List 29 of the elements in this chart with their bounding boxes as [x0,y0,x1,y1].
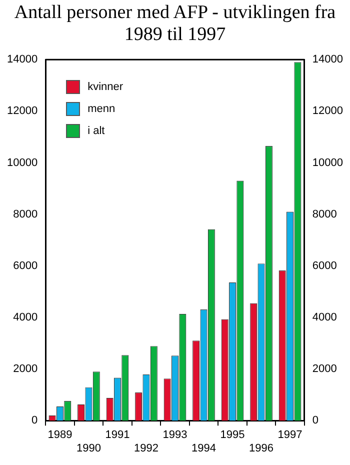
x-tick-label: 1994 [192,442,216,454]
x-tick-label: 1997 [278,429,302,442]
x-tick-label: 1993 [162,429,188,442]
y2-tick-label: 4000 [312,311,337,324]
y-tick-label: 6000 [13,260,38,272]
y2-tick-label: 6000 [312,260,337,272]
y-tick-label: 10000 [6,156,38,169]
x-tick-label: 1995 [220,429,245,442]
legend-label: menn [88,102,116,115]
x-tick-label: 1991 [105,429,130,442]
x-tick-label: 1990 [76,442,101,454]
y2-tick-label: 2000 [312,363,337,376]
legend-label: kvinner [88,80,124,93]
x-tick-label: 1989 [48,429,72,442]
x-tick-label: 1992 [134,442,158,454]
x-tick-label: 1996 [249,442,274,454]
y2-tick-label: 10000 [312,156,344,169]
y-tick-label: 0 [31,414,38,427]
y2-tick-label: 0 [312,414,319,427]
y-tick-label: 8000 [13,208,38,220]
y2-tick-label: 14000 [312,54,344,66]
y-tick-label: 4000 [13,311,38,324]
y2-tick-label: 8000 [312,208,337,220]
y-tick-label: 12000 [6,105,38,118]
y-tick-label: 2000 [13,363,38,376]
y2-tick-label: 12000 [312,105,344,118]
legend-label: i alt [88,124,105,137]
chart-title: Antall personer med AFP - utviklingen fra 1989 til 1997 [13,2,337,46]
y-tick-label: 14000 [6,54,38,66]
